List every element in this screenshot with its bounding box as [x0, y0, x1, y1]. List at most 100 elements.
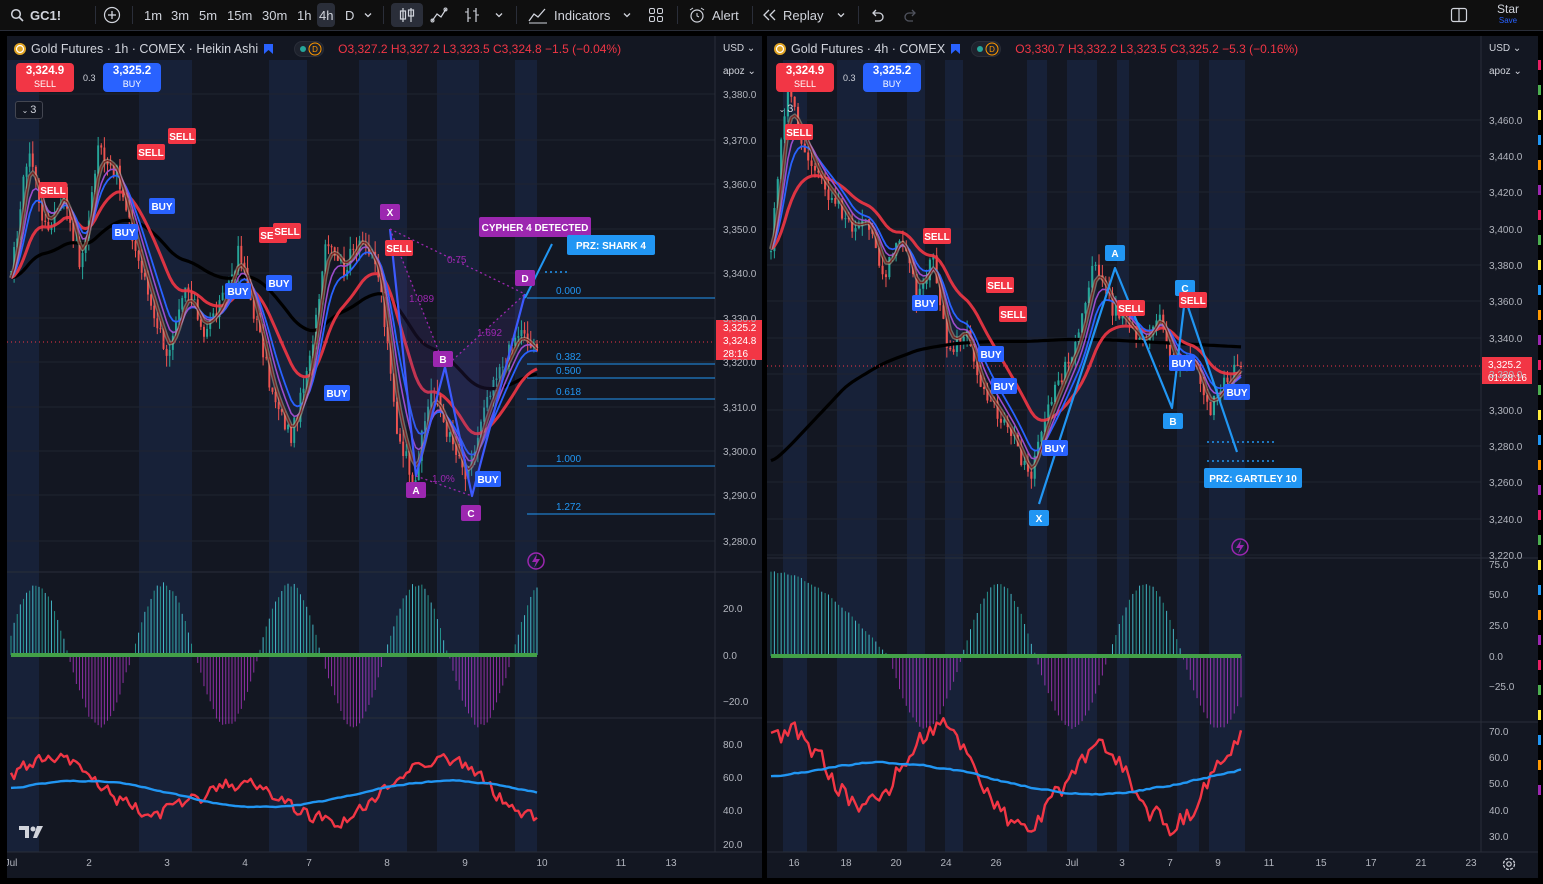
interval-dropdown[interactable]: [363, 0, 373, 30]
scale-mode-label: apoz: [723, 66, 745, 77]
chart-settings-button[interactable]: [1501, 856, 1517, 877]
ohlc-open: 3,327.2: [347, 42, 388, 56]
buy-label: BUY: [122, 79, 142, 89]
flag-icon[interactable]: [262, 43, 274, 55]
osc-axis-label: −25.0: [1489, 682, 1515, 693]
right-chart-canvas[interactable]: X A B C PRZ: GARTLEY 10 BUY BUY BUY BUY BUY BUY SEL…: [767, 36, 1538, 878]
layout-button[interactable]: [1450, 0, 1468, 30]
indicators-dropdown[interactable]: [622, 0, 632, 30]
candle-body: [922, 283, 925, 289]
buy-signal-tag: BUY: [326, 389, 347, 400]
interval-1m[interactable]: 1m: [144, 7, 163, 23]
replay-dropdown[interactable]: [836, 0, 846, 30]
candle-body: [408, 451, 411, 475]
interval-3m[interactable]: 3m: [171, 7, 190, 23]
flag-icon[interactable]: [949, 43, 961, 55]
price-axis-label: 3,290.0: [723, 491, 757, 502]
pattern-point-C: C: [467, 509, 474, 520]
right-chart-pane[interactable]: X A B C PRZ: GARTLEY 10 BUY BUY BUY BUY BUY BUY SEL…: [767, 36, 1538, 878]
redo-button[interactable]: [903, 0, 919, 30]
candle-body: [857, 226, 860, 229]
buy-signal-tag: BUY: [477, 475, 498, 486]
pattern-point-X-bg: [1029, 510, 1049, 526]
symbol-label: GC1!: [30, 7, 62, 23]
rewind-icon: [762, 8, 778, 22]
osc-axis-label: 75.0: [1489, 560, 1509, 571]
candle-body: [1050, 401, 1053, 405]
price-axis-label: 3,350.0: [723, 225, 757, 236]
compare-add-button[interactable]: [103, 0, 121, 30]
templates-button[interactable]: [648, 0, 664, 30]
candle-body: [302, 388, 305, 393]
watchlist-color-marker: [1538, 560, 1541, 570]
ohlc-high: 3,332.2: [1076, 42, 1117, 56]
time-axis-label: 23: [1465, 858, 1477, 869]
right-collapse-indicators-button[interactable]: ⌄ 3: [773, 101, 799, 117]
left-scale-mode[interactable]: apoz ⌄: [723, 66, 756, 77]
sell-signal-tag: SELL: [1000, 310, 1026, 321]
session-highlight: [1117, 60, 1129, 852]
candle-body: [1148, 335, 1151, 344]
candle-body: [1053, 384, 1057, 402]
candle-body: [834, 197, 837, 204]
watchlist-color-marker: [1538, 460, 1541, 470]
left-chart-canvas[interactable]: 0.0000.3820.5000.6181.0001.2720.751.0891…: [7, 36, 762, 878]
left-collapse-indicators-button[interactable]: ⌄ 3: [15, 101, 43, 119]
candle-body: [1094, 264, 1097, 266]
rsi-axis-label: 40.0: [1489, 806, 1509, 817]
candle-body: [150, 294, 153, 306]
line-tools-button[interactable]: [430, 0, 448, 30]
right-sell-button[interactable]: 3,324.9 SELL: [776, 63, 834, 92]
candle-body: [324, 244, 327, 272]
pattern-ratio: 0.75: [447, 255, 467, 266]
price-axis-label: 3,320.0: [723, 358, 757, 369]
candle-body: [271, 387, 274, 392]
time-axis-label: 3: [164, 858, 170, 869]
candle-body: [1074, 341, 1077, 358]
interval-D[interactable]: D: [345, 7, 355, 23]
interval-30m[interactable]: 30m: [262, 7, 288, 23]
left-chart-pane[interactable]: 0.000 0.382 0.500 0.618 1.000 1.272 0.75 1.089 1…: [7, 36, 762, 878]
interval-1h[interactable]: 1h: [297, 7, 312, 23]
save-button[interactable]: Star Save: [1490, 2, 1526, 26]
candle-body: [10, 271, 12, 273]
watchlist-color-marker: [1538, 760, 1541, 770]
left-buy-button[interactable]: 3,325.2 BUY: [103, 63, 161, 92]
pattern-point-C: C: [1181, 284, 1188, 295]
undo-button[interactable]: [869, 0, 885, 30]
interval-5m[interactable]: 5m: [199, 7, 218, 23]
candle-body: [1060, 380, 1063, 383]
time-axis-label: 17: [1365, 858, 1377, 869]
candle-body: [392, 373, 395, 402]
candle-body: [31, 153, 34, 167]
bar-type-button[interactable]: [463, 0, 481, 30]
candle-body: [1037, 441, 1040, 456]
indicators-button[interactable]: Indicators: [528, 0, 610, 30]
price-axis-label: 3,420.0: [1489, 188, 1523, 199]
sell-signal-tag-bg: [273, 223, 301, 239]
interval-15m[interactable]: 15m: [227, 7, 253, 23]
right-buy-button[interactable]: 3,325.2 BUY: [863, 63, 921, 92]
candle-body: [793, 96, 796, 107]
right-currency[interactable]: USD ⌄: [1489, 43, 1522, 54]
left-sell-button[interactable]: 3,324.9 SELL: [16, 63, 74, 92]
osc-axis-label: 0.0: [723, 651, 737, 662]
alert-button[interactable]: Alert: [688, 0, 739, 30]
top-toolbar: GC1! 1m 3m 5m 15m 30m 1h 4h D Indicators…: [0, 0, 1543, 31]
left-currency[interactable]: USD ⌄: [723, 43, 756, 54]
symbol-search[interactable]: GC1!: [10, 0, 61, 30]
right-scale-mode[interactable]: apoz ⌄: [1489, 66, 1522, 77]
pattern-point-B-bg: [433, 351, 453, 367]
interval-4h[interactable]: 4h: [317, 3, 336, 27]
chart-type-button[interactable]: [391, 3, 423, 27]
time-axis-label: 9: [1215, 858, 1221, 869]
candle-body: [330, 246, 333, 248]
replay-button[interactable]: Replay: [762, 0, 823, 30]
rsi-signal-line: [10, 779, 538, 809]
candle-body: [402, 441, 405, 457]
sell-signal-tag-bg: [385, 240, 413, 256]
candle-body: [1067, 361, 1070, 364]
chart-type-dropdown[interactable]: [494, 0, 504, 30]
last-price-top: 3,325.2: [1488, 360, 1522, 371]
pattern-point-B: B: [439, 355, 446, 366]
